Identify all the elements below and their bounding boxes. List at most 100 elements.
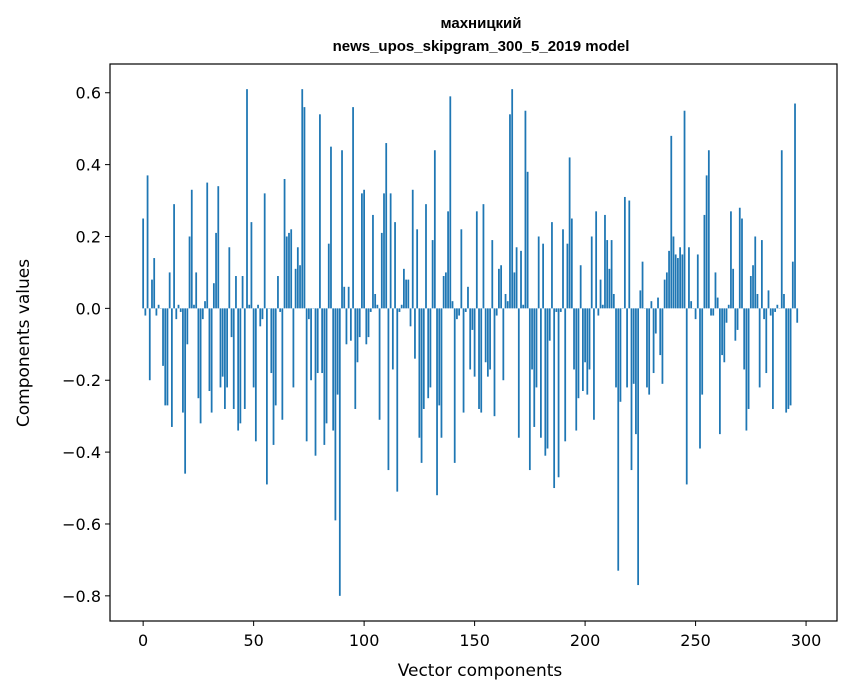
- bar-289: [780, 150, 783, 309]
- bar-269: [736, 308, 739, 330]
- bar-130: [429, 308, 432, 388]
- bar-81: [321, 308, 324, 374]
- bar-87: [334, 308, 337, 521]
- bar-11: [166, 308, 169, 406]
- bar-68: [292, 308, 295, 388]
- bar-234: [659, 308, 662, 356]
- bar-171: [520, 250, 522, 309]
- bar-45: [241, 276, 244, 309]
- bar-228: [646, 308, 648, 388]
- bar-268: [734, 308, 737, 341]
- bar-10: [164, 308, 167, 406]
- bar-225: [639, 290, 642, 309]
- bar-61: [277, 276, 279, 309]
- bar-242: [677, 258, 679, 309]
- bar-49: [250, 222, 253, 309]
- bar-132: [433, 150, 436, 309]
- bar-213: [612, 293, 615, 309]
- bar-212: [610, 240, 613, 309]
- bar-265: [727, 304, 730, 309]
- x-tick-label: 300: [791, 631, 822, 650]
- plot-frame: [109, 63, 838, 622]
- bar-173: [524, 110, 527, 309]
- y-tick-label: 0.0: [76, 299, 101, 318]
- bar-199: [582, 308, 584, 392]
- bar-211: [608, 268, 611, 309]
- bar-25: [197, 308, 200, 399]
- bar-141: [453, 308, 456, 463]
- bar-145: [462, 308, 465, 413]
- bar-143: [458, 308, 461, 316]
- y-tick-label: 0.2: [76, 227, 101, 246]
- bar-98: [358, 308, 361, 338]
- bar-85: [330, 146, 332, 309]
- bar-136: [442, 276, 445, 309]
- bar-286: [774, 308, 777, 312]
- bar-279: [758, 308, 761, 388]
- bar-39: [228, 247, 231, 309]
- bar-160: [495, 308, 498, 316]
- bar-185: [551, 222, 553, 309]
- chart-title-line-2: news_upos_skipgram_300_5_2019 model: [333, 38, 630, 55]
- bar-17: [179, 308, 182, 312]
- bar-154: [482, 204, 485, 309]
- bar-296: [796, 308, 799, 323]
- bar-116: [398, 308, 401, 312]
- bar-235: [661, 308, 664, 384]
- bar-192: [566, 243, 569, 309]
- bar-165: [506, 301, 509, 309]
- bar-71: [299, 265, 301, 309]
- bar-202: [588, 308, 591, 370]
- bar-156: [486, 308, 489, 377]
- bar-32: [212, 283, 215, 309]
- bar-44: [239, 308, 242, 424]
- bar-13: [170, 308, 173, 427]
- bar-12: [168, 272, 171, 309]
- bar-131: [431, 240, 434, 309]
- bar-252: [699, 308, 701, 449]
- x-tick-label: 100: [349, 631, 380, 650]
- bar-24: [195, 272, 198, 309]
- bar-139: [449, 96, 452, 309]
- bar-203: [590, 236, 593, 309]
- bar-243: [679, 247, 681, 309]
- bar-232: [654, 308, 657, 334]
- bar-271: [741, 218, 743, 309]
- bar-177: [533, 308, 536, 427]
- bar-210: [606, 240, 609, 309]
- bar-149: [471, 308, 474, 330]
- bar-162: [500, 265, 503, 309]
- bar-117: [400, 304, 403, 309]
- bar-262: [721, 308, 723, 356]
- bar-92: [345, 308, 348, 345]
- bar-216: [619, 308, 622, 402]
- bar-172: [522, 304, 525, 309]
- bar-135: [440, 308, 443, 438]
- bar-261: [719, 308, 721, 435]
- bar-33: [215, 232, 217, 309]
- bar-167: [511, 89, 514, 309]
- bar-128: [425, 204, 427, 309]
- bar-193: [568, 157, 571, 309]
- bar-73: [303, 107, 306, 309]
- bar-280: [760, 240, 763, 309]
- bar-148: [469, 308, 472, 370]
- bar-113: [391, 308, 394, 370]
- bar-263: [723, 308, 726, 363]
- bar-251: [696, 254, 699, 309]
- bar-79: [316, 308, 319, 374]
- bar-187: [555, 308, 558, 312]
- bar-109: [383, 193, 385, 309]
- bar-241: [674, 254, 677, 309]
- bar-31: [210, 308, 213, 413]
- bar-153: [480, 308, 483, 413]
- bar-231: [652, 308, 655, 374]
- bar-28: [204, 301, 206, 309]
- bar-50: [252, 308, 255, 388]
- bar-155: [484, 308, 487, 363]
- bar-93: [347, 286, 350, 309]
- bar-66: [288, 232, 290, 309]
- bar-159: [493, 308, 496, 417]
- bar-198: [579, 265, 582, 309]
- bar-58: [270, 308, 273, 374]
